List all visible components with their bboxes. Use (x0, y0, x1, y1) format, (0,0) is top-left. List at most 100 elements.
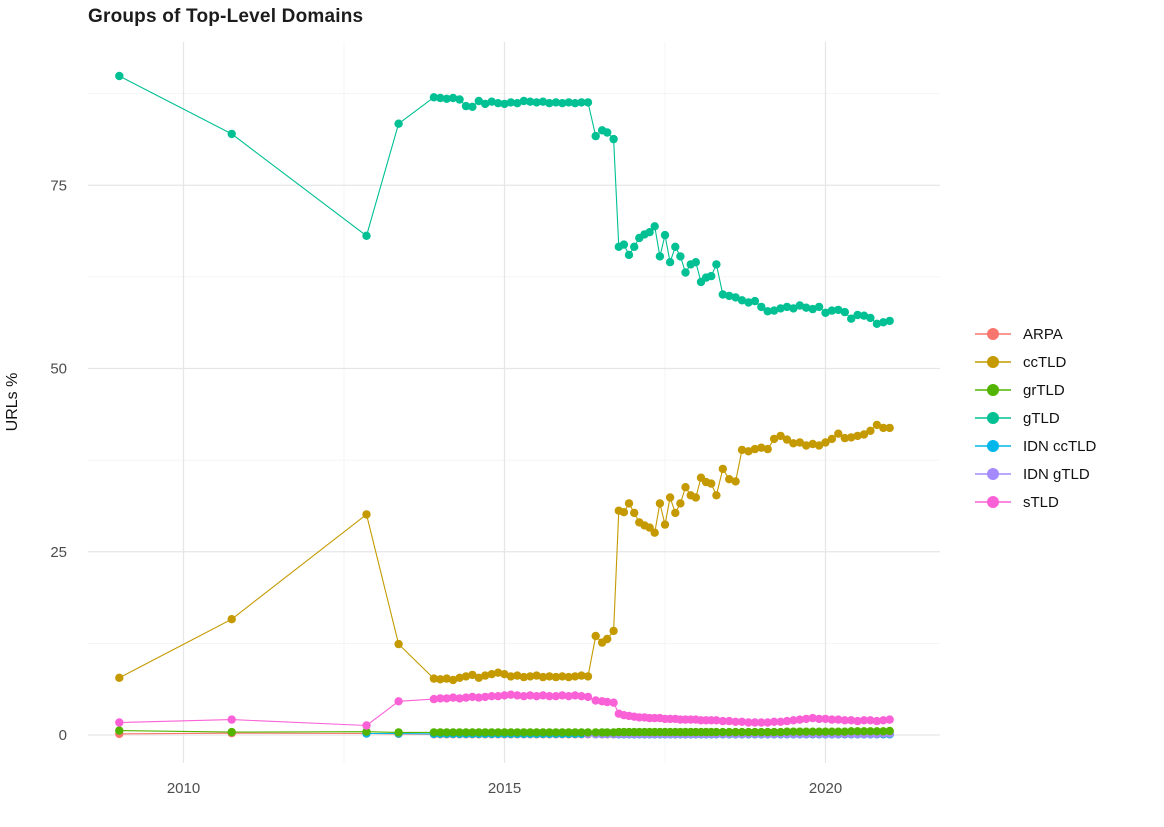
series-point-gTLD (681, 268, 690, 277)
series-point-grTLD (872, 727, 882, 736)
series-point-sTLD (538, 691, 548, 700)
series-point-ccTLD (429, 674, 439, 683)
series-point-gTLD (513, 99, 522, 108)
series-point-ccTLD (802, 441, 811, 450)
legend-key-icon (975, 410, 1011, 426)
series-point-ccTLD (655, 499, 665, 508)
series-point-ccTLD (436, 675, 445, 684)
series-point-sTLD (506, 690, 516, 699)
series-point-grTLD (885, 726, 894, 736)
series-point-ccTLD (487, 670, 496, 679)
series-point-sTLD (712, 716, 721, 725)
series-point-ccTLD (731, 477, 740, 486)
series-point-grTLD (362, 727, 371, 736)
series-point-ccTLD (847, 433, 856, 442)
legend-key-icon (975, 438, 1011, 454)
series-point-ccTLD (750, 444, 760, 454)
series-point-sTLD (866, 716, 875, 725)
series-point-ccTLD (789, 439, 798, 448)
series-point-gTLD (583, 98, 593, 107)
series-point-gTLD (802, 303, 811, 312)
series-point-ccTLD (782, 435, 792, 444)
series-point-gTLD (500, 99, 509, 109)
series-point-ccTLD (660, 520, 670, 529)
series-point-gTLD (570, 99, 580, 108)
series-point-ccTLD (448, 675, 458, 685)
series-point-sTLD (853, 716, 862, 726)
series-point-ccTLD (603, 634, 612, 644)
series-point-grTLD (769, 727, 779, 737)
series-point-gTLD (506, 98, 516, 107)
series-point-sTLD (859, 716, 869, 725)
series-point-gTLD (461, 101, 471, 111)
series-point-ccTLD (591, 631, 600, 641)
series-point-ccTLD (676, 499, 685, 508)
series-point-gTLD (650, 222, 659, 231)
series-point-gTLD (676, 252, 685, 261)
series-point-sTLD (455, 694, 464, 703)
series-point-gTLD (725, 291, 734, 301)
series-point-sTLD (442, 694, 451, 703)
series-point-sTLD (429, 694, 439, 704)
series-point-gTLD (840, 307, 849, 317)
series-point-gTLD (545, 99, 554, 108)
series-point-grTLD (461, 728, 471, 737)
series-point-gTLD (227, 129, 236, 139)
series-point-sTLD (551, 692, 561, 701)
series-point-grTLD (513, 728, 522, 737)
series-point-ccTLD (583, 672, 593, 681)
series-point-grTLD (500, 728, 509, 737)
series-point-sTLD (570, 691, 580, 700)
series-point-grTLD (583, 728, 593, 737)
series-point-sTLD (718, 716, 727, 726)
series-point-ccTLD (866, 426, 875, 435)
series-point-grTLD (558, 728, 567, 737)
series-point-ccTLD (650, 528, 659, 537)
series-point-gTLD (362, 231, 371, 240)
series-point-grTLD (493, 728, 503, 737)
series-point-grTLD (808, 727, 817, 736)
series-point-ccTLD (712, 491, 721, 500)
legend-label: ARPA (1023, 325, 1063, 343)
series-point-gTLD (538, 97, 548, 106)
series-point-sTLD (526, 691, 535, 700)
series-point-gTLD (558, 99, 567, 108)
series-point-gTLD (655, 252, 665, 261)
series-point-sTLD (827, 715, 837, 724)
series-point-gTLD (879, 318, 888, 327)
series-point-gTLD (660, 230, 670, 240)
series-point-gTLD (853, 310, 862, 320)
series-point-gTLD (645, 228, 654, 237)
series-point-sTLD (545, 692, 554, 701)
series-point-gTLD (834, 305, 843, 315)
series-point-ccTLD (795, 438, 804, 447)
series-point-gTLD (493, 99, 503, 108)
series-point-gTLD (603, 128, 612, 137)
series-point-grTLD (487, 728, 496, 737)
series-point-sTLD (776, 717, 785, 726)
series-point-sTLD (834, 715, 843, 724)
series-point-gTLD (763, 307, 772, 316)
series-point-ccTLD (481, 671, 490, 680)
series-point-sTLD (821, 714, 830, 724)
series-point-gTLD (551, 98, 561, 107)
legend-key-icon (975, 354, 1011, 370)
series-point-grTLD (442, 728, 451, 737)
series-point-sTLD (872, 716, 882, 726)
series-point-sTLD (493, 692, 503, 701)
series-point-grTLD (814, 727, 824, 736)
series-point-grTLD (879, 727, 888, 736)
series-point-grTLD (468, 728, 477, 737)
series-point-gTLD (436, 93, 445, 103)
series-point-gTLD (757, 302, 766, 312)
series-point-ccTLD (681, 483, 690, 492)
series-point-grTLD (570, 728, 580, 737)
series-point-gTLD (737, 296, 747, 305)
series-point-gTLD (577, 98, 586, 107)
series-point-ccTLD (671, 508, 680, 518)
series-point-grTLD (750, 727, 760, 737)
series-point-ccTLD (776, 431, 785, 441)
series-point-grTLD (712, 727, 721, 737)
series-point-ccTLD (814, 441, 824, 450)
series-point-ccTLD (442, 674, 451, 683)
